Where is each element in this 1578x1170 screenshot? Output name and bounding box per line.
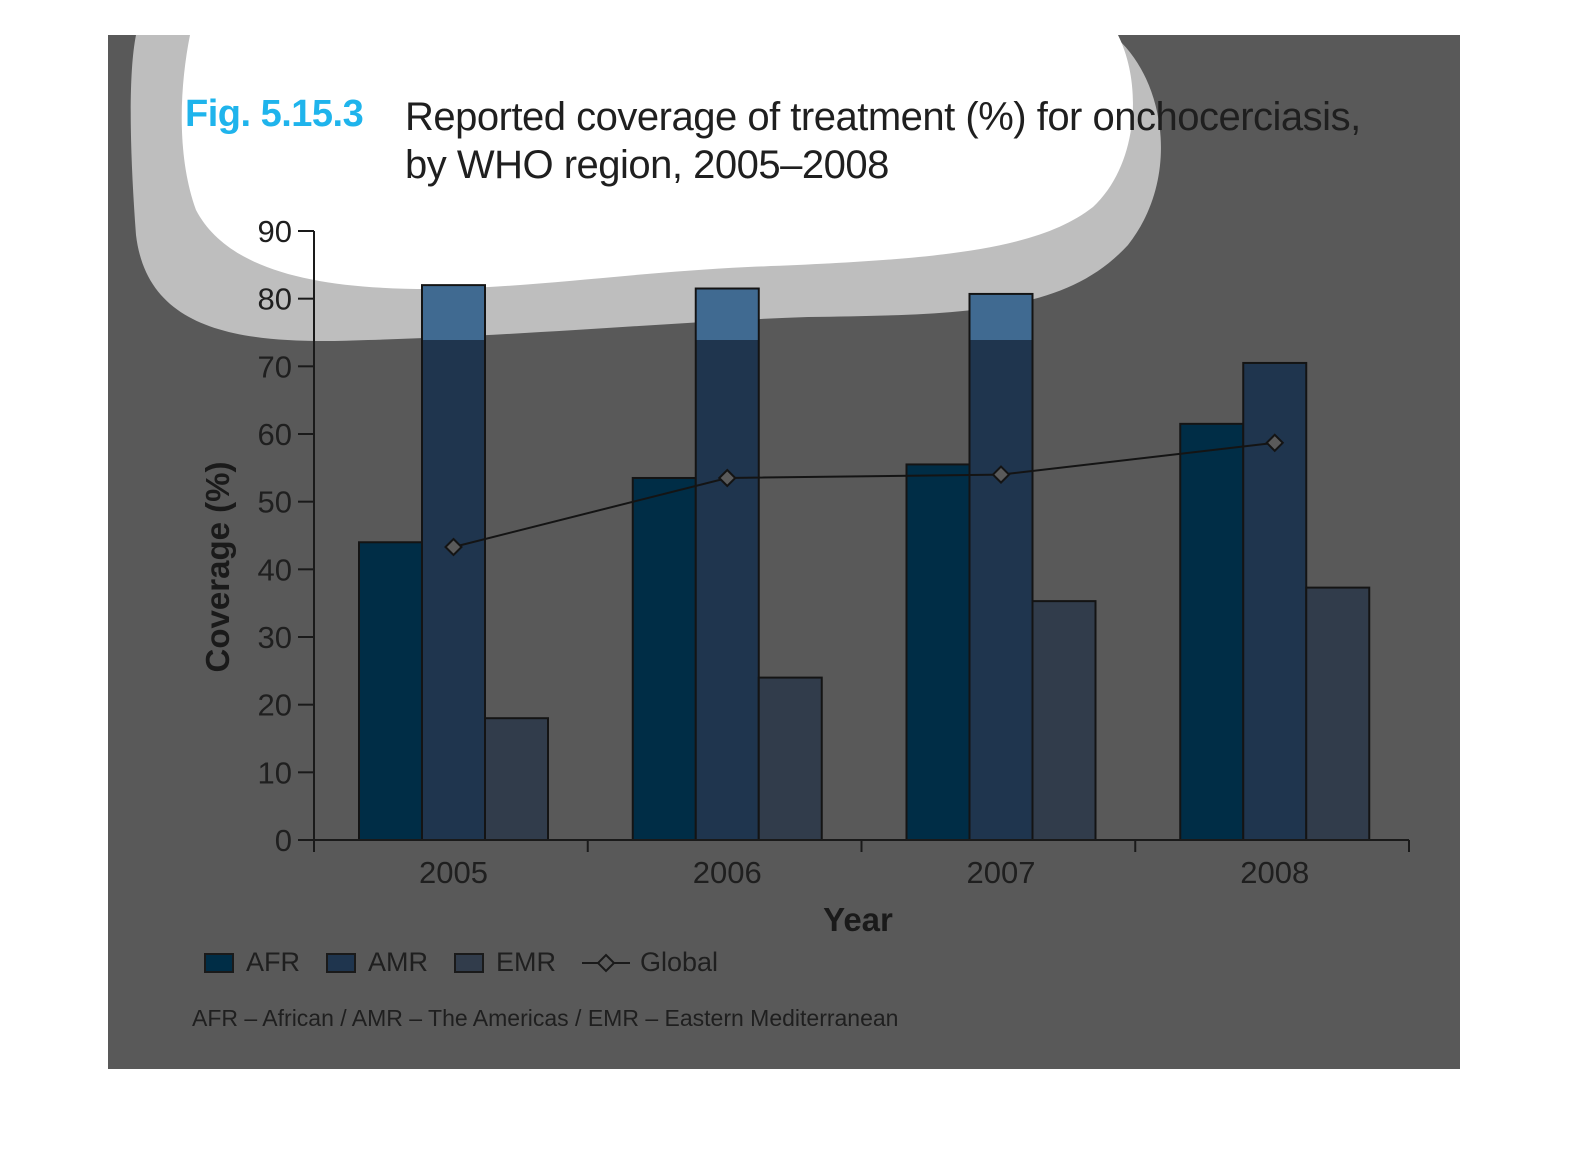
chart-title: Reported coverage of treatment (%) for o… (405, 93, 1405, 189)
bar-amr-2005 (421, 284, 486, 841)
footnote: AFR – African / AMR – The Americas / EMR… (192, 1005, 899, 1031)
y-axis-label: Coverage (%) (199, 461, 236, 673)
bar-emr-2006 (757, 676, 823, 841)
legend-label-afr: AFR (246, 947, 300, 977)
bar-emr-2005 (484, 717, 549, 842)
legend-line-diamond-icon (582, 953, 630, 972)
bar-amr-2006 (694, 287, 760, 841)
x-tick-label-2008: 2008 (1240, 855, 1309, 890)
x-axis-label: Year (823, 901, 893, 938)
legend-label-amr: AMR (368, 947, 428, 977)
legend-swatch-amr (326, 952, 356, 973)
y-tick-label-80: 80 (258, 282, 292, 317)
chart-title-line-2: by WHO region, 2005–2008 (405, 143, 889, 187)
legend-item-amr: AMR (326, 947, 428, 978)
cloud-fill (181, 35, 1133, 290)
axes-group: 0 10 20 30 40 50 60 70 80 90 2005 2006 2007 2008 (258, 214, 1410, 890)
bar-afr-2007 (905, 463, 971, 841)
x-tick-label-2006: 2006 (693, 855, 762, 890)
y-tick-label-40: 40 (258, 552, 292, 587)
bar-highlight-amr-2005 (423, 286, 484, 340)
y-tick-label-90: 90 (258, 214, 292, 249)
global-line-group (444, 433, 1285, 557)
legend-label-emr: EMR (496, 947, 556, 977)
chart-svg: 0 10 20 30 40 50 60 70 80 90 2005 2006 2007 2008 (258, 214, 1410, 890)
y-tick-label-10: 10 (258, 755, 292, 790)
legend-item-afr: AFR (204, 947, 300, 978)
y-tick-label-60: 60 (258, 417, 292, 452)
global-marker-2006 (717, 468, 737, 488)
bar-afr-2005 (358, 541, 423, 841)
y-tick-label-0: 0 (275, 823, 292, 858)
y-tick-label-20: 20 (258, 688, 292, 723)
x-tick-label-2005: 2005 (419, 855, 488, 890)
global-line (453, 441, 1275, 548)
bar-highlight-amr-2007 (970, 294, 1032, 340)
bar-emr-2008 (1305, 586, 1371, 841)
bar-afr-2006 (631, 476, 697, 841)
legend-swatch-afr (204, 952, 234, 973)
bar-emr-2007 (1031, 600, 1097, 841)
bar-afr-2008 (1179, 422, 1245, 841)
y-tick-label-30: 30 (258, 620, 292, 655)
global-marker-2007 (991, 465, 1011, 485)
chart-panel: 0 10 20 30 40 50 60 70 80 90 2005 2006 2007 2008 Fig.… (108, 35, 1460, 1069)
bar-highlight-amr-2006 (696, 289, 758, 340)
legend-swatch-emr (454, 952, 484, 973)
legend-item-emr: EMR (454, 947, 556, 978)
legend-label-global: Global (640, 947, 719, 977)
legend: AFR AMR EMR Global (204, 947, 744, 978)
x-tick-label-2007: 2007 (967, 855, 1036, 890)
bar-amr-2007 (968, 292, 1034, 841)
bars-group (358, 284, 1371, 842)
global-marker-2008 (1265, 433, 1285, 453)
figure-label: Fig. 5.15.3 (185, 93, 364, 135)
y-tick-label-70: 70 (258, 349, 292, 384)
global-marker-2005 (444, 537, 463, 557)
legend-item-global: Global (582, 947, 718, 978)
cloud-overlay (130, 35, 1161, 342)
y-tick-label-50: 50 (258, 485, 292, 520)
chart-title-line-1: Reported coverage of treatment (%) for o… (405, 95, 1361, 139)
